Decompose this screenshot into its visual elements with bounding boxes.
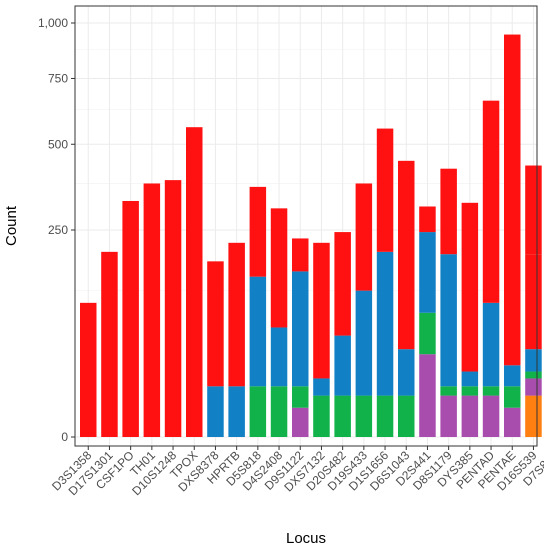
bar-segment [376,395,394,437]
bar-segment [313,395,330,437]
bar-segment [355,395,373,437]
bar-segment [461,386,479,396]
bar-segment [292,238,309,272]
bar-segment [461,202,479,372]
bar-segment [249,386,267,437]
bar-segment [207,386,224,437]
bar-segment [525,165,542,255]
bar-segment [440,386,457,396]
bar-segment [292,407,309,437]
bar-segment [482,100,500,303]
bar-segment [398,349,415,396]
bar-segment [292,271,309,387]
y-axis-ticks: 0 250 500 750 1,000 [38,16,75,444]
x-axis-title: Locus [286,530,326,547]
bar-segment [334,335,351,396]
bar-segment [398,395,415,437]
bar-segment [504,407,521,437]
bar-segment [419,232,436,313]
y-tick-label: 250 [48,223,68,237]
bar-segment [80,302,97,437]
bar-segment [440,254,457,387]
bar-segment [504,386,521,408]
bar-segment [122,200,139,437]
y-tick-label: 750 [48,71,68,85]
bar-segment [398,160,415,350]
bar-segment [482,386,500,396]
bar-segment [461,371,479,387]
bar-segment [376,251,394,396]
bar-segment [186,127,203,437]
bar-segment [525,349,542,372]
bar-segment [482,395,500,437]
y-axis-title: Count [3,205,20,246]
bar-segment [207,261,224,387]
bar-segment [101,251,118,437]
bar-segment [461,395,479,437]
bar-segment [143,183,161,437]
bar-segment [334,395,351,437]
bar-segment [313,378,330,396]
bar-segment [228,242,245,387]
bar-segment [504,34,521,366]
bar-segment [355,183,373,291]
bar-segment [525,395,542,437]
bar-segment [504,365,521,387]
bar-segment [228,386,245,437]
bar-segment [419,206,436,233]
bar-segment [525,378,542,396]
y-tick-label: 1,000 [38,16,68,30]
plot-border [74,5,538,447]
bar-segment [270,208,288,328]
bar-segment [525,254,542,350]
bar-segment [419,354,436,437]
bar-segment [376,128,394,252]
bar-segment [313,242,330,379]
bar-segment [440,168,457,255]
bar-segment [419,312,436,355]
bar-segment [525,371,542,379]
bars [80,34,542,437]
bar-segment [270,327,288,387]
bar-segment [249,276,267,387]
y-tick-label: 500 [48,137,68,151]
bar-segment [355,290,373,396]
bar-segment [292,386,309,408]
bar-segment [249,186,267,277]
bar-segment [482,302,500,387]
bar-segment [164,180,182,437]
bar-segment [440,395,457,437]
bar-segment [334,232,351,336]
bar-segment [270,386,288,437]
y-tick-label: 0 [61,430,68,444]
